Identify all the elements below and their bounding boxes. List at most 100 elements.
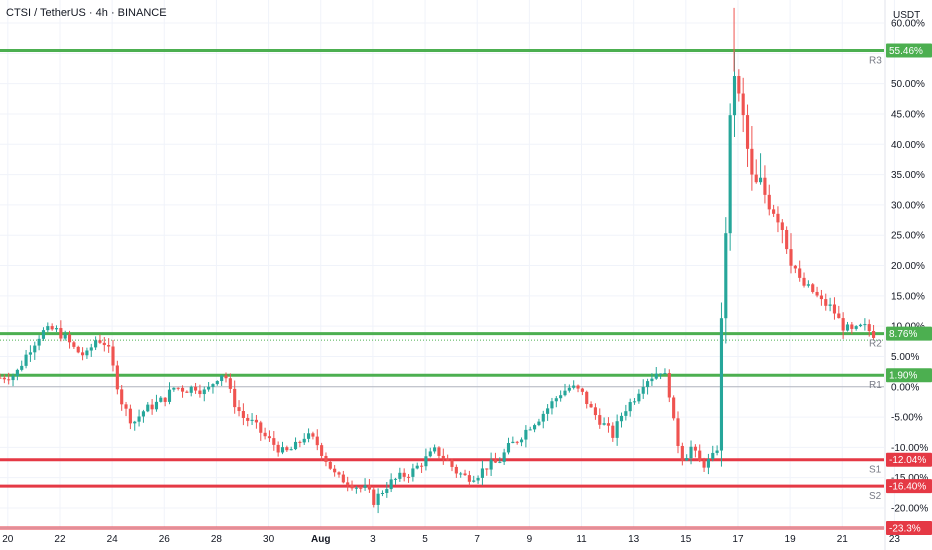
- candle: [724, 217, 728, 344]
- candle-body: [585, 391, 589, 405]
- candle: [515, 440, 519, 445]
- y-tick-label: 60.00%: [891, 19, 925, 30]
- candle: [872, 324, 876, 340]
- candle-body: [837, 313, 841, 319]
- candle-body: [376, 493, 380, 505]
- candle: [185, 390, 189, 393]
- candle-body: [37, 338, 41, 346]
- candle: [137, 409, 141, 427]
- candle-body: [663, 373, 667, 375]
- candle: [472, 475, 476, 483]
- candle: [828, 297, 832, 312]
- candle-body: [454, 466, 458, 474]
- candle-body: [172, 387, 176, 390]
- candle: [376, 488, 380, 514]
- candle: [772, 204, 776, 217]
- y-tick-label: 0.00%: [891, 382, 919, 393]
- candle-body: [632, 401, 637, 403]
- candle: [693, 444, 697, 458]
- candle-body: [689, 446, 693, 459]
- candle: [211, 383, 215, 394]
- level-name-r2: R2: [869, 339, 882, 350]
- candle-body: [502, 452, 506, 462]
- candle-body: [611, 425, 615, 438]
- candle-body: [415, 465, 419, 469]
- candle-body: [11, 376, 15, 381]
- level-name-s2: S2: [869, 491, 882, 502]
- candle: [428, 447, 432, 458]
- candle: [254, 414, 258, 429]
- candle: [498, 457, 502, 464]
- candle-body: [580, 388, 584, 392]
- candle-body: [719, 318, 724, 451]
- candle-body: [472, 480, 476, 482]
- candle: [806, 280, 810, 288]
- candle: [559, 390, 563, 402]
- candle: [719, 302, 724, 467]
- candle: [659, 373, 663, 380]
- candle-body: [198, 390, 202, 395]
- candle-body: [541, 413, 545, 422]
- candle-body: [167, 389, 172, 402]
- candle-body: [202, 389, 206, 395]
- candle-body: [102, 342, 106, 346]
- candle: [519, 437, 524, 447]
- candle: [689, 440, 693, 465]
- candle: [589, 401, 593, 408]
- candle: [615, 414, 619, 446]
- candle-body: [307, 433, 311, 439]
- candle: [54, 325, 59, 332]
- candle-body: [754, 174, 758, 183]
- candle-body: [806, 284, 810, 286]
- candle-body: [54, 328, 59, 330]
- candle: [141, 409, 145, 423]
- candle: [124, 401, 128, 417]
- candle: [759, 153, 763, 185]
- candle: [867, 319, 871, 337]
- candle-body: [72, 342, 76, 347]
- candle: [606, 417, 611, 433]
- candle: [0, 373, 2, 379]
- candle: [585, 390, 589, 409]
- candle: [320, 442, 324, 461]
- candle-body: [137, 416, 141, 422]
- candle: [824, 293, 828, 311]
- level-badge-text: 55.46%: [889, 46, 923, 57]
- candle-body: [107, 345, 111, 347]
- candle: [285, 445, 289, 452]
- candle: [15, 368, 19, 381]
- candle: [189, 385, 193, 397]
- x-tick-label: 13: [628, 534, 640, 545]
- candle-body: [459, 473, 463, 475]
- x-tick-label: 9: [527, 534, 533, 545]
- candle: [467, 470, 471, 486]
- candle-body: [380, 492, 385, 494]
- candle: [702, 457, 706, 472]
- candle: [263, 427, 267, 440]
- candle-body: [576, 385, 580, 389]
- candle: [46, 322, 50, 333]
- candle: [667, 369, 671, 403]
- candle: [180, 385, 185, 398]
- candle-body: [659, 373, 663, 375]
- candle-body: [554, 398, 558, 402]
- candle: [59, 320, 63, 342]
- candle: [533, 423, 537, 433]
- candle-body: [280, 447, 285, 453]
- candle: [20, 360, 24, 372]
- candle-body: [115, 365, 119, 390]
- candle-body: [550, 401, 554, 409]
- candle-body: [641, 387, 645, 394]
- candle-body: [146, 404, 150, 412]
- candle: [67, 330, 72, 349]
- candle-body: [811, 284, 815, 292]
- candle: [745, 104, 750, 167]
- candle: [41, 327, 46, 341]
- candle-body: [67, 334, 72, 343]
- level-badge-text: -12.04%: [889, 455, 926, 466]
- candle-body: [515, 441, 519, 443]
- candle-body: [624, 411, 628, 416]
- y-axis-label: USDT: [893, 10, 920, 21]
- candle-body: [572, 385, 576, 388]
- candle: [393, 477, 398, 485]
